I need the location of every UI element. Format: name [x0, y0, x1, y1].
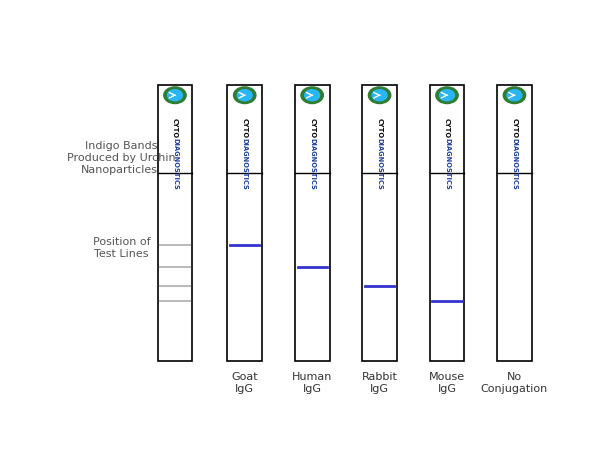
- Text: DIAGNOSTICS: DIAGNOSTICS: [242, 139, 248, 190]
- Text: No
Conjugation: No Conjugation: [481, 373, 548, 394]
- Text: DIAGNOSTICS: DIAGNOSTICS: [309, 139, 315, 190]
- Text: CYTO: CYTO: [309, 118, 315, 139]
- Circle shape: [164, 87, 186, 104]
- Circle shape: [237, 90, 252, 101]
- Text: DIAGNOSTICS: DIAGNOSTICS: [511, 139, 517, 190]
- Circle shape: [167, 90, 182, 101]
- Circle shape: [440, 90, 454, 101]
- Circle shape: [233, 87, 256, 104]
- Circle shape: [507, 90, 522, 101]
- Text: CYTO: CYTO: [377, 118, 383, 139]
- Text: CYTO: CYTO: [444, 118, 450, 139]
- Circle shape: [368, 87, 391, 104]
- Text: CYTO: CYTO: [172, 118, 178, 139]
- Text: CYTO: CYTO: [242, 118, 248, 139]
- Text: DIAGNOSTICS: DIAGNOSTICS: [172, 139, 178, 190]
- Circle shape: [305, 90, 320, 101]
- Text: DIAGNOSTICS: DIAGNOSTICS: [377, 139, 383, 190]
- Bar: [227, 85, 262, 360]
- Circle shape: [436, 87, 458, 104]
- Text: CYTO: CYTO: [511, 118, 517, 139]
- Circle shape: [301, 87, 323, 104]
- Bar: [295, 85, 329, 360]
- Text: DIAGNOSTICS: DIAGNOSTICS: [444, 139, 450, 190]
- Text: Human
IgG: Human IgG: [292, 373, 332, 394]
- Text: Goat
IgG: Goat IgG: [232, 373, 258, 394]
- Bar: [362, 85, 397, 360]
- Circle shape: [372, 90, 387, 101]
- Text: Mouse
IgG: Mouse IgG: [429, 373, 465, 394]
- Text: Position of
Test Lines: Position of Test Lines: [92, 237, 151, 259]
- Text: Rabbit
IgG: Rabbit IgG: [362, 373, 398, 394]
- Bar: [158, 85, 193, 360]
- Circle shape: [503, 87, 526, 104]
- Text: Indigo Bands
Produced by Urchin
Nanoparticles.: Indigo Bands Produced by Urchin Nanopart…: [67, 141, 176, 175]
- Bar: [497, 85, 532, 360]
- Bar: [430, 85, 464, 360]
